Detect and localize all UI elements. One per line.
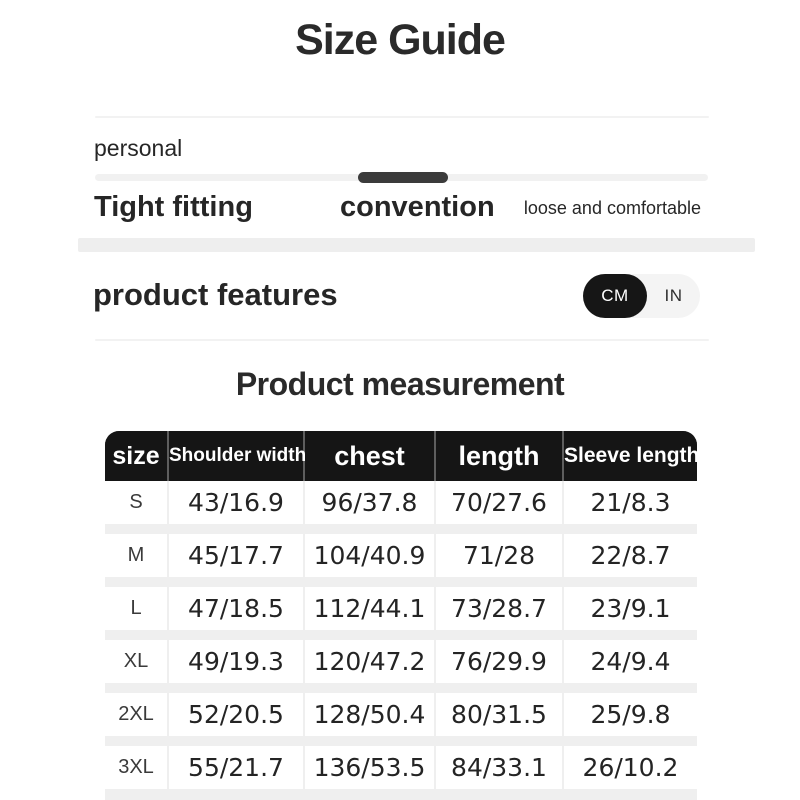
unit-toggle[interactable]: CM IN [583,274,700,318]
table-row-label: M [105,534,167,577]
table-cell: 21/8.3 [564,481,697,524]
table-cell: 45/17.7 [169,534,303,577]
divider-line-top [95,116,709,118]
page-title: Size Guide [295,16,506,64]
table-cell: 43/16.9 [169,481,303,524]
table-row-label: 2XL [105,693,167,736]
fit-option-loose: loose and comfortable [523,198,701,218]
table-cell: 24/9.4 [564,640,697,683]
table-body: S 43/16.9 96/37.8 70/27.6 21/8.3 M 45/17… [105,481,697,800]
table-cell: 112/44.1 [305,587,434,630]
table-row-label: L [105,587,167,630]
table-cell: 25/9.8 [564,693,697,736]
product-features-heading: product features [93,277,338,312]
table-cell: 22/8.7 [564,534,697,577]
table-cell: 76/29.9 [436,640,562,683]
table-cell: 128/50.4 [305,693,434,736]
table-cell: 52/20.5 [169,693,303,736]
table-cell: 84/33.1 [436,746,562,789]
table-header-chest: chest [305,431,434,481]
fit-option-tight: Tight fitting [94,191,253,223]
size-table: size Shoulder width chest length Sleeve … [105,431,697,800]
table-cell: 96/37.8 [305,481,434,524]
table-cell: 104/40.9 [305,534,434,577]
table-row-label: 3XL [105,746,167,789]
table-cell: 136/53.5 [305,746,434,789]
unit-option-cm[interactable]: CM [583,274,647,318]
table-cell: 71/28 [436,534,562,577]
section-divider-band [78,238,755,252]
measurement-title: Product measurement [235,366,565,402]
table-header-sleeve-length: Sleeve length [564,431,697,481]
fit-slider-label: personal [94,135,183,161]
table-cell: 80/31.5 [436,693,562,736]
table-cell: 55/21.7 [169,746,303,789]
divider-line-middle [95,339,709,341]
table-row-label: XL [105,640,167,683]
table-header-size: size [105,431,167,481]
table-cell: 23/9.1 [564,587,697,630]
table-header-length: length [436,431,562,481]
fit-slider-handle[interactable] [358,172,448,183]
table-header-row: size Shoulder width chest length Sleeve … [105,431,697,481]
table-cell: 73/28.7 [436,587,562,630]
table-cell: 26/10.2 [564,746,697,789]
table-cell: 120/47.2 [305,640,434,683]
table-cell: 49/19.3 [169,640,303,683]
table-row-label: S [105,481,167,524]
table-cell: 70/27.6 [436,481,562,524]
table-cell: 47/18.5 [169,587,303,630]
table-header-shoulder-width: Shoulder width [169,431,306,481]
fit-option-convention: convention [340,191,495,223]
unit-option-in[interactable]: IN [664,286,683,305]
